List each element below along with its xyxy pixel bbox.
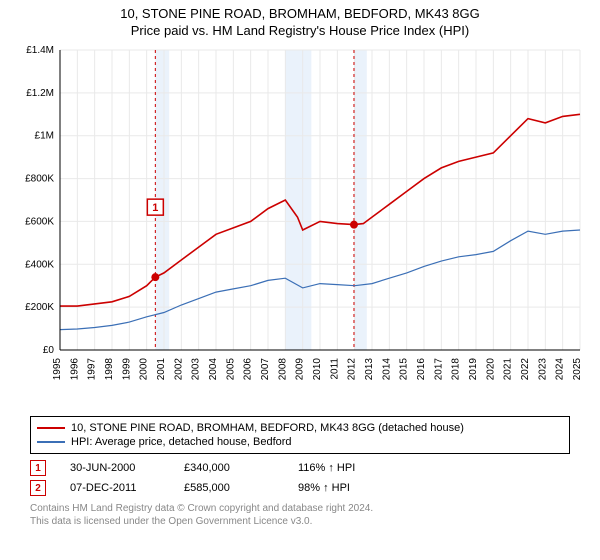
legend-swatch	[37, 427, 65, 429]
svg-text:2015: 2015	[399, 358, 410, 381]
legend: 10, STONE PINE ROAD, BROMHAM, BEDFORD, M…	[30, 416, 570, 454]
table-row: 2 07-DEC-2011 £585,000 98% ↑ HPI	[30, 478, 570, 498]
svg-text:2025: 2025	[572, 358, 583, 381]
sale-marker-icon: 2	[30, 480, 46, 496]
svg-text:2010: 2010	[312, 358, 323, 381]
svg-text:2005: 2005	[225, 358, 236, 381]
legend-swatch	[37, 441, 65, 443]
svg-text:2003: 2003	[191, 358, 202, 381]
page-subtitle: Price paid vs. HM Land Registry's House …	[0, 23, 600, 38]
svg-text:2006: 2006	[243, 358, 254, 381]
svg-text:2014: 2014	[381, 358, 392, 381]
footer-line: This data is licensed under the Open Gov…	[30, 515, 570, 528]
legend-label: HPI: Average price, detached house, Bedf…	[71, 436, 292, 448]
svg-text:2008: 2008	[277, 358, 288, 381]
sale-price: £340,000	[184, 462, 274, 474]
svg-text:1999: 1999	[121, 358, 132, 381]
svg-text:2013: 2013	[364, 358, 375, 381]
svg-text:2016: 2016	[416, 358, 427, 381]
table-row: 1 30-JUN-2000 £340,000 116% ↑ HPI	[30, 458, 570, 478]
svg-text:2018: 2018	[451, 358, 462, 381]
svg-text:2022: 2022	[520, 358, 531, 381]
footer-line: Contains HM Land Registry data © Crown c…	[30, 502, 570, 515]
sale-marker-icon: 1	[30, 460, 46, 476]
svg-text:2020: 2020	[485, 358, 496, 381]
svg-text:1995: 1995	[52, 358, 63, 381]
svg-text:£600K: £600K	[25, 216, 54, 227]
svg-text:2019: 2019	[468, 358, 479, 381]
svg-text:2009: 2009	[295, 358, 306, 381]
legend-label: 10, STONE PINE ROAD, BROMHAM, BEDFORD, M…	[71, 422, 464, 434]
legend-row: HPI: Average price, detached house, Bedf…	[37, 435, 563, 449]
svg-text:1: 1	[152, 202, 158, 214]
svg-text:2017: 2017	[433, 358, 444, 381]
svg-text:2021: 2021	[503, 358, 514, 381]
sale-delta: 116% ↑ HPI	[298, 462, 388, 474]
svg-text:1998: 1998	[104, 358, 115, 381]
svg-text:£1M: £1M	[35, 131, 54, 142]
svg-text:2007: 2007	[260, 358, 271, 381]
svg-text:2012: 2012	[347, 358, 358, 381]
sale-date: 07-DEC-2011	[70, 482, 160, 494]
svg-text:£800K: £800K	[25, 174, 54, 185]
svg-text:£200K: £200K	[25, 302, 54, 313]
svg-text:2024: 2024	[555, 358, 566, 381]
svg-text:£400K: £400K	[25, 259, 54, 270]
svg-text:2011: 2011	[329, 358, 340, 380]
svg-text:2004: 2004	[208, 358, 219, 381]
svg-text:£0: £0	[43, 345, 55, 356]
svg-text:2002: 2002	[173, 358, 184, 381]
sales-table: 1 30-JUN-2000 £340,000 116% ↑ HPI 2 07-D…	[30, 458, 570, 498]
svg-text:2023: 2023	[537, 358, 548, 381]
sale-price: £585,000	[184, 482, 274, 494]
sale-delta: 98% ↑ HPI	[298, 482, 388, 494]
svg-text:2000: 2000	[139, 358, 150, 381]
svg-text:1997: 1997	[87, 358, 98, 381]
footer-attribution: Contains HM Land Registry data © Crown c…	[30, 502, 570, 528]
svg-text:£1.2M: £1.2M	[26, 88, 54, 99]
svg-text:2001: 2001	[156, 358, 167, 381]
svg-text:£1.4M: £1.4M	[26, 45, 54, 56]
sale-date: 30-JUN-2000	[70, 462, 160, 474]
svg-text:1996: 1996	[69, 358, 80, 381]
price-chart: £0 £200K £400K £600K £800K £1M £1.2M £1.4M 1995 1…	[10, 40, 590, 410]
page-title: 10, STONE PINE ROAD, BROMHAM, BEDFORD, M…	[0, 6, 600, 21]
legend-row: 10, STONE PINE ROAD, BROMHAM, BEDFORD, M…	[37, 421, 563, 435]
